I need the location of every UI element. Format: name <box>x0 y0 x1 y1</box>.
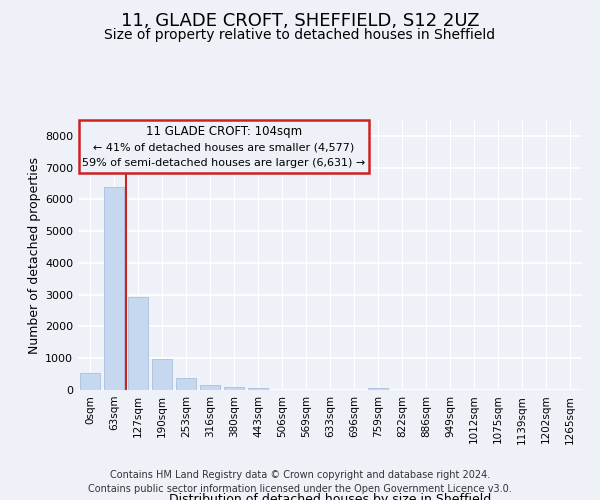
Bar <box>152 359 172 390</box>
Text: 11 GLADE CROFT: 104sqm: 11 GLADE CROFT: 104sqm <box>146 125 302 138</box>
Text: ← 41% of detached houses are smaller (4,577): ← 41% of detached houses are smaller (4,… <box>93 142 355 152</box>
Text: Contains HM Land Registry data © Crown copyright and database right 2024.
Contai: Contains HM Land Registry data © Crown c… <box>88 470 512 494</box>
Bar <box>128 297 148 390</box>
Text: Size of property relative to detached houses in Sheffield: Size of property relative to detached ho… <box>104 28 496 42</box>
Bar <box>200 385 220 390</box>
Bar <box>80 373 100 390</box>
Bar <box>368 388 388 390</box>
Bar <box>224 388 244 390</box>
Bar <box>176 378 196 390</box>
Bar <box>248 388 268 390</box>
FancyBboxPatch shape <box>79 120 369 172</box>
Y-axis label: Number of detached properties: Number of detached properties <box>28 156 41 354</box>
Text: 11, GLADE CROFT, SHEFFIELD, S12 2UZ: 11, GLADE CROFT, SHEFFIELD, S12 2UZ <box>121 12 479 30</box>
Text: Distribution of detached houses by size in Sheffield: Distribution of detached houses by size … <box>169 492 491 500</box>
Text: 59% of semi-detached houses are larger (6,631) →: 59% of semi-detached houses are larger (… <box>82 158 365 168</box>
Bar <box>104 188 124 390</box>
